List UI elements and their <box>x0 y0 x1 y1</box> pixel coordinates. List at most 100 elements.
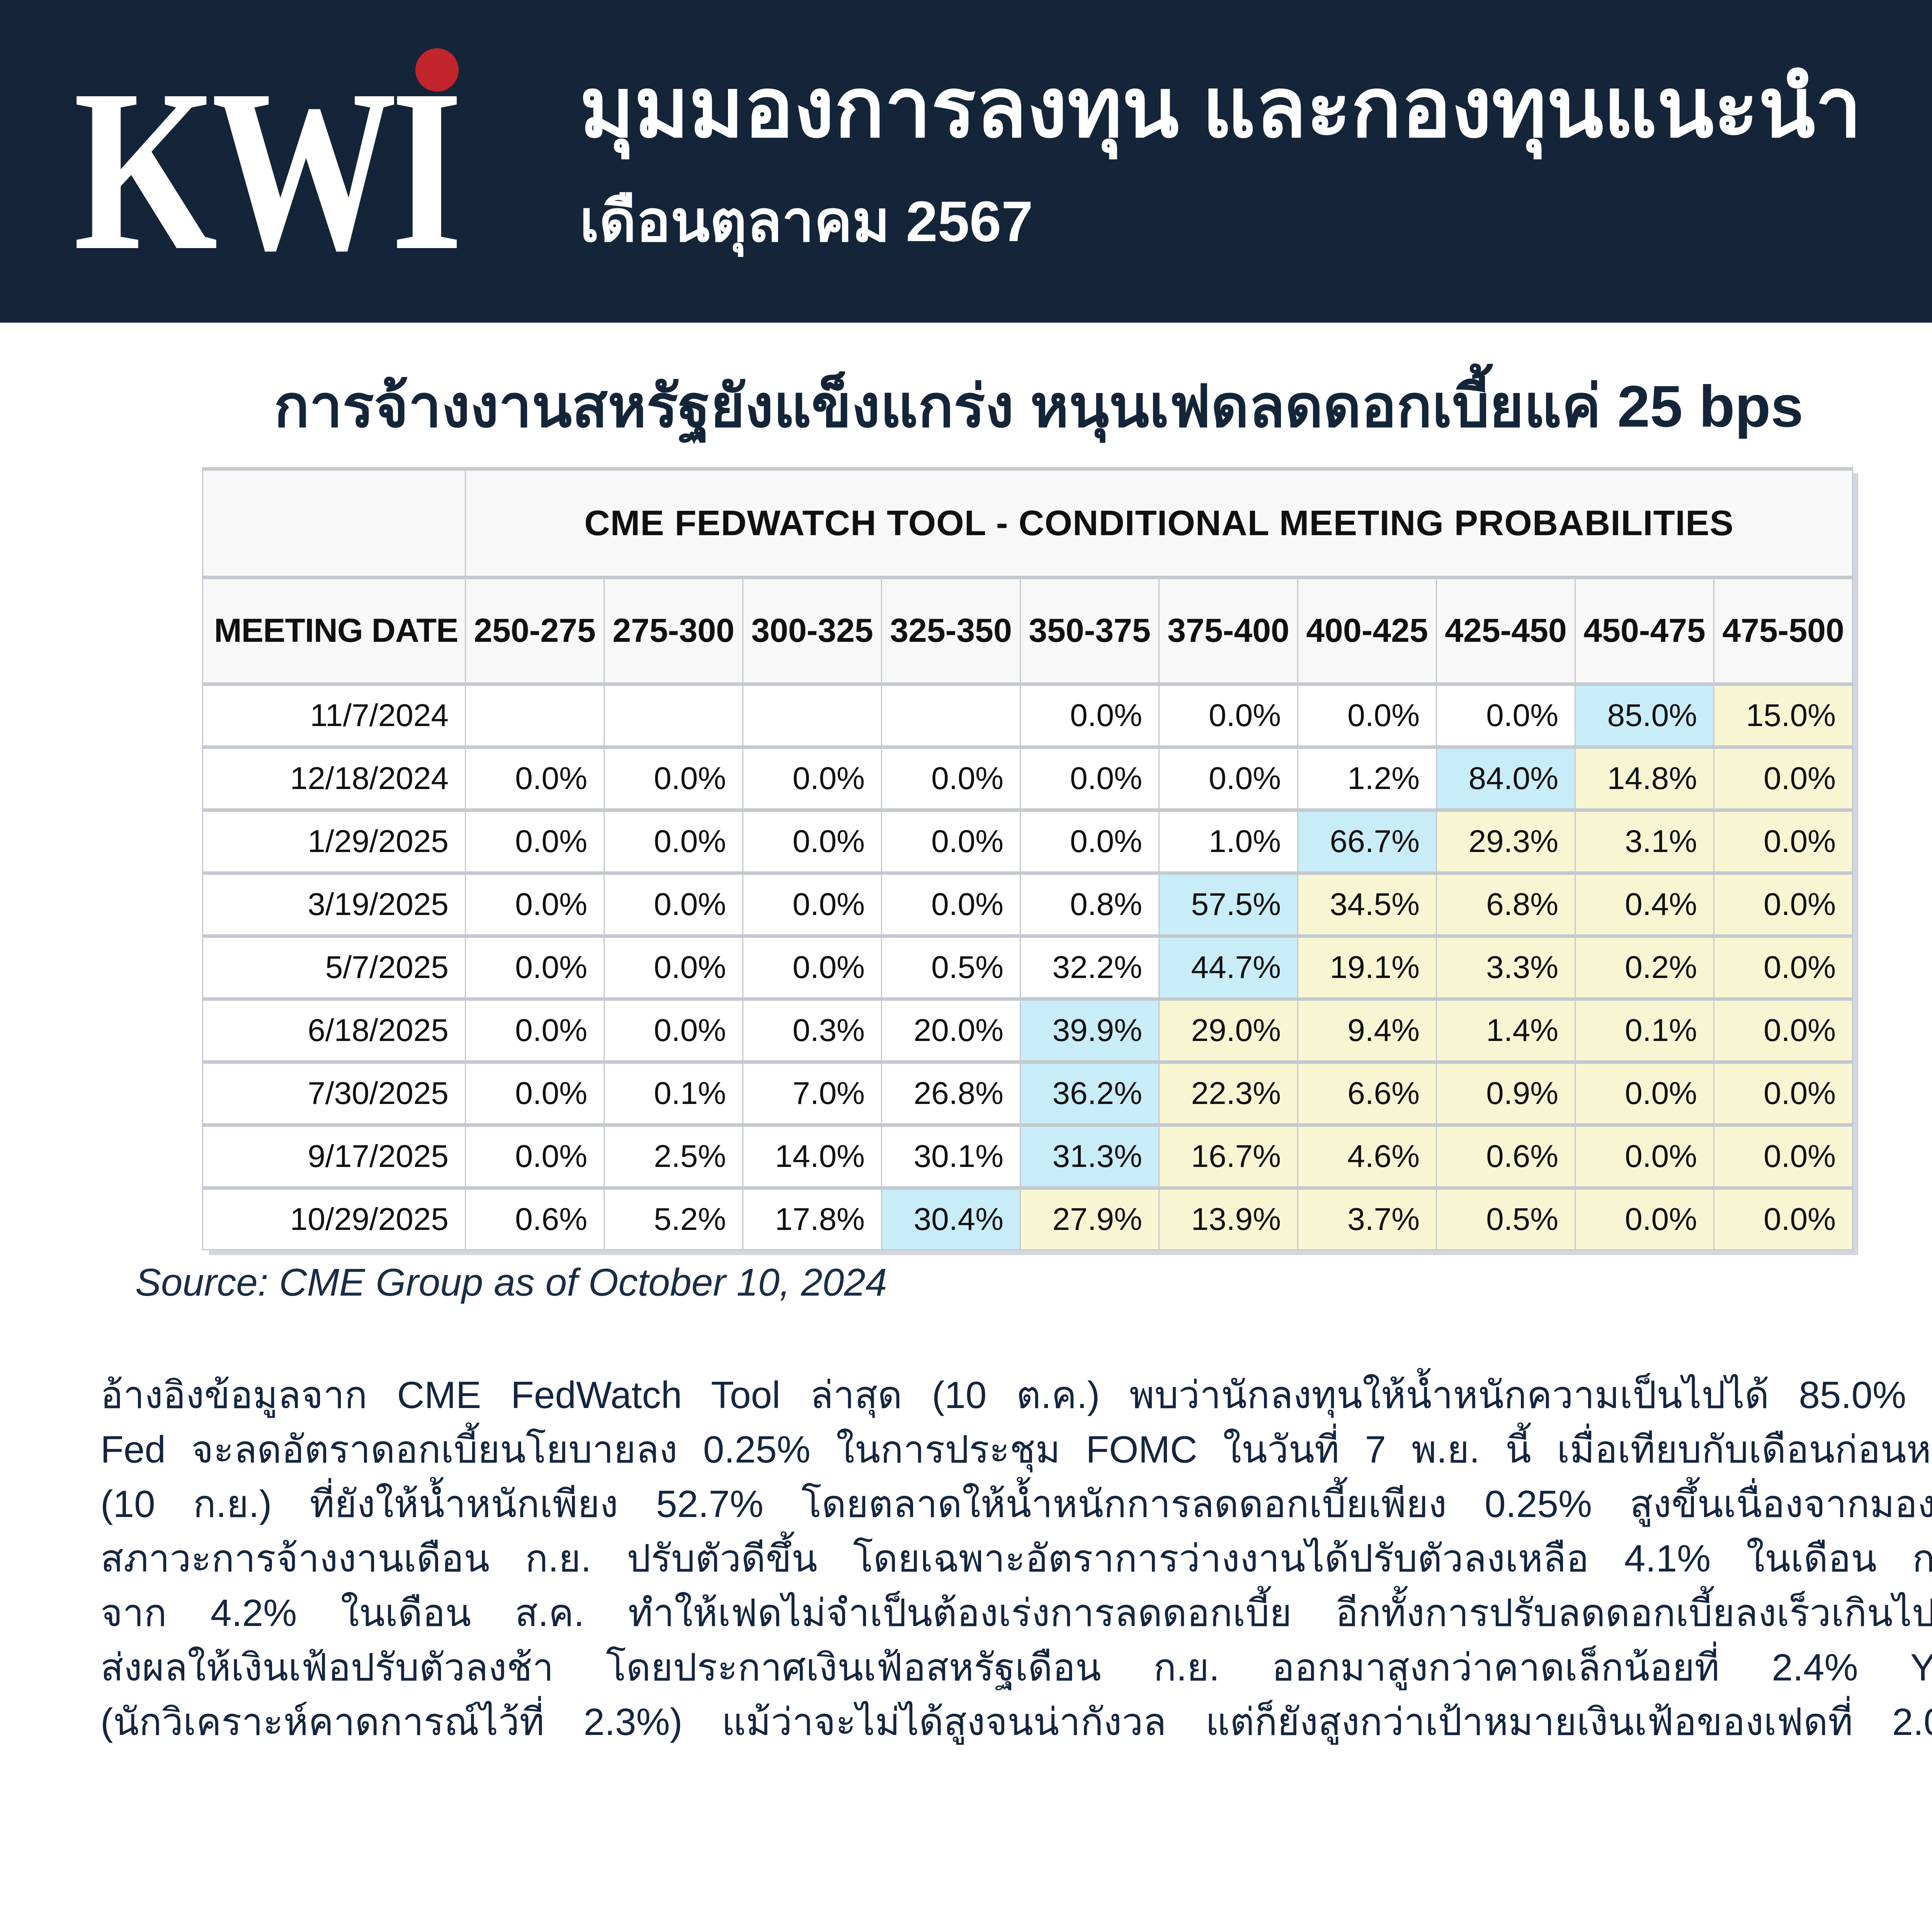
probability-cell: 0.6% <box>465 1186 605 1250</box>
probability-cell: 36.2% <box>1020 1060 1160 1126</box>
source-note: Source: CME Group as of October 10, 2024 <box>135 1261 887 1304</box>
table-row: 1/29/2025 0.0% 0.0% 0.0% 0.0% 0.0% 1.0% 66.7% 29… <box>202 808 1854 874</box>
probability-cell: 3.3% <box>1436 934 1576 1000</box>
probability-cell: 44.7% <box>1158 934 1298 1000</box>
probability-cell: 14.8% <box>1575 745 1714 811</box>
table-row: 12/18/2024 0.0% 0.0% 0.0% 0.0% 0.0% 0.0% 1.2% 84… <box>202 745 1854 811</box>
probability-cell: 27.9% <box>1020 1186 1160 1250</box>
probability-cell: 85.0% <box>1575 682 1714 748</box>
probability-cell: 0.2% <box>1575 934 1714 1000</box>
table-row: 10/29/2025 0.6% 5.2% 17.8% 30.4% 27.9% 13.9% 3.… <box>202 1186 1854 1250</box>
probability-cell: 29.3% <box>1436 808 1576 874</box>
page-title: มุมมองการลงทุน และกองทุนแนะนำ <box>580 61 1862 154</box>
probability-cell: 16.7% <box>1158 1123 1298 1189</box>
probability-cell: 0.0% <box>1713 934 1854 1000</box>
table-title: CME FEDWATCH TOOL - CONDITIONAL MEETING … <box>464 467 1854 578</box>
body-text-line: อ้างอิงข้อมูลจาก CME FedWatch Tool ล่าสุ… <box>100 1374 1932 1416</box>
probability-cell: 57.5% <box>1158 871 1298 937</box>
probability-cell: 0.0% <box>1158 745 1298 811</box>
probability-cell: 0.0% <box>1713 808 1854 874</box>
probability-cell: 0.0% <box>465 745 605 811</box>
probability-cell: 0.0% <box>465 871 605 937</box>
table-column-header-row: MEETING DATE 250-275 275-300 300-325 325-35… <box>202 576 1854 685</box>
probability-cell: 0.0% <box>1713 997 1854 1063</box>
probability-cell: 0.0% <box>881 871 1021 937</box>
probability-cell: 66.7% <box>1297 808 1437 874</box>
probability-cell: 34.5% <box>1297 871 1437 937</box>
probability-cell: 26.8% <box>881 1060 1021 1126</box>
probability-cell: 0.1% <box>604 1060 743 1126</box>
rate-range-header: 350-375 <box>1020 576 1160 685</box>
probability-cell: 6.8% <box>1436 871 1576 937</box>
meeting-date-cell: 10/29/2025 <box>202 1186 466 1250</box>
body-text-line: (10 ก.ย.) ที่ยังให้น้ำหนักเพียง 52.7% โด… <box>100 1483 1932 1525</box>
probability-cell: 2.5% <box>604 1123 743 1189</box>
probability-cell: 17.8% <box>742 1186 882 1250</box>
probability-cell: 0.4% <box>1575 871 1714 937</box>
body-paragraph: อ้างอิงข้อมูลจาก CME FedWatch Tool ล่าสุ… <box>100 1368 1932 1749</box>
probability-cell: 0.0% <box>1713 745 1854 811</box>
probability-cell: 30.1% <box>881 1123 1021 1189</box>
table-row: 9/17/2025 0.0% 2.5% 14.0% 30.1% 31.3% 16.7% 4.6… <box>202 1123 1854 1189</box>
probability-cell: 0.0% <box>742 808 882 874</box>
page-subtitle: เดือนตุลาคม 2567 <box>580 190 1033 253</box>
meeting-date-cell: 11/7/2024 <box>202 682 466 748</box>
meeting-date-cell: 1/29/2025 <box>202 808 466 874</box>
table-title-row: CME FEDWATCH TOOL - CONDITIONAL MEETING … <box>202 467 1854 578</box>
probability-cell: 0.0% <box>1020 682 1160 748</box>
probability-cell: 22.3% <box>1158 1060 1298 1126</box>
probability-cell: 14.0% <box>742 1123 882 1189</box>
probability-cell: 0.0% <box>604 808 743 874</box>
probability-cell: 0.0% <box>1436 682 1576 748</box>
meeting-date-cell: 9/17/2025 <box>202 1123 466 1189</box>
probability-cell: 29.0% <box>1158 997 1298 1063</box>
probability-cell: 84.0% <box>1436 745 1576 811</box>
table-row: 7/30/2025 0.0% 0.1% 7.0% 26.8% 36.2% 22.3% 6.6%… <box>202 1060 1854 1126</box>
probability-cell: 9.4% <box>1297 997 1437 1063</box>
probability-cell: 20.0% <box>881 997 1021 1063</box>
probability-cell: 1.4% <box>1436 997 1576 1063</box>
logo-red-dot-icon <box>415 48 459 92</box>
probability-cell: 0.0% <box>1020 808 1160 874</box>
probability-cell: 0.0% <box>1713 1186 1854 1250</box>
rate-range-header: 450-475 <box>1575 576 1714 685</box>
probability-cell: 7.0% <box>742 1060 882 1126</box>
body-text-line: Fed จะลดอัตราดอกเบี้ยนโยบายลง 0.25% ในกา… <box>100 1428 1932 1471</box>
probability-cell: 0.3% <box>742 997 882 1063</box>
rate-range-header: 475-500 <box>1713 576 1854 685</box>
table-row: 11/7/2024 0.0% 0.0% 0.0% 0.0% 85.0% 15.0% <box>202 682 1854 748</box>
probability-cell: 31.3% <box>1020 1123 1160 1189</box>
probability-cell: 0.5% <box>881 934 1021 1000</box>
fedwatch-table-container: CME FEDWATCH TOOL - CONDITIONAL MEETING … <box>202 467 1854 1250</box>
probability-cell: 0.0% <box>1020 745 1160 811</box>
headline: การจ้างงานสหรัฐยังแข็งแกร่ง หนุนเฟดลดดอก… <box>274 374 1804 439</box>
probability-cell: 0.0% <box>742 745 882 811</box>
meeting-date-cell: 3/19/2025 <box>202 871 466 937</box>
probability-cell: 0.0% <box>465 1060 605 1126</box>
probability-cell: 0.0% <box>604 871 743 937</box>
table-row: 6/18/2025 0.0% 0.0% 0.3% 20.0% 39.9% 29.0% 9.4%… <box>202 997 1854 1063</box>
probability-cell: 0.0% <box>1297 682 1437 748</box>
probability-cell: 0.0% <box>604 997 743 1063</box>
probability-cell <box>881 682 1021 748</box>
probability-cell: 0.0% <box>465 934 605 1000</box>
meeting-date-cell: 5/7/2025 <box>202 934 466 1000</box>
probability-cell: 30.4% <box>881 1186 1021 1250</box>
probability-cell: 1.0% <box>1158 808 1298 874</box>
meeting-date-header: MEETING DATE <box>202 576 466 685</box>
probability-cell: 0.0% <box>1575 1123 1714 1189</box>
probability-cell: 39.9% <box>1020 997 1160 1063</box>
probability-cell: 0.0% <box>465 1123 605 1189</box>
body-text-line: สภาวะการจ้างงานเดือน ก.ย. ปรับตัวดีขึ้น … <box>100 1537 1932 1580</box>
probability-cell: 0.0% <box>742 871 882 937</box>
probability-cell: 0.0% <box>1713 1060 1854 1126</box>
body-text-line: (นักวิเคราะห์คาดการณ์ไว้ที่ 2.3%) แม้ว่า… <box>100 1701 1932 1743</box>
rate-range-header: 275-300 <box>604 576 743 685</box>
kwi-logo: KWI <box>73 41 463 298</box>
probability-cell: 0.0% <box>1575 1186 1714 1250</box>
body-text-line: จาก 4.2% ในเดือน ส.ค. ทำให้เฟดไม่จำเป็นต… <box>100 1592 1932 1634</box>
rate-range-header: 300-325 <box>742 576 882 685</box>
probability-cell: 0.0% <box>1713 871 1854 937</box>
probability-cell: 0.0% <box>604 934 743 1000</box>
probability-cell <box>742 682 882 748</box>
